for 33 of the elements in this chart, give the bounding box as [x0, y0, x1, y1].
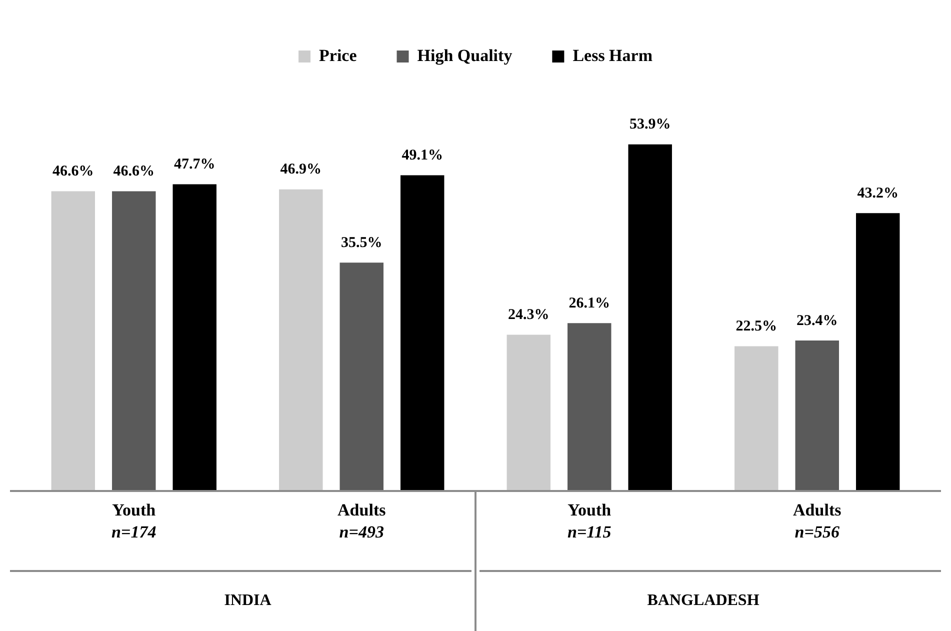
bar: [734, 346, 778, 491]
text: INDIA: [224, 592, 272, 610]
bar: [856, 213, 900, 491]
legend-label: High Quality: [417, 46, 513, 65]
x-tick-label: Adults n=493: [338, 500, 386, 542]
data-label: 24.3%: [508, 307, 550, 324]
bar: [279, 189, 323, 491]
x-tick-label: Youth n=115: [568, 500, 612, 542]
bar: [172, 184, 216, 491]
bar: [506, 334, 551, 491]
legend-label: Less Harm: [572, 46, 652, 65]
data-label: 26.1%: [568, 296, 610, 312]
x-tick-label: Adults n=556: [793, 500, 842, 542]
bar: [628, 144, 672, 491]
data-label: 46.6%: [113, 164, 154, 180]
legend-label: Price: [319, 46, 358, 65]
data-label: 47.7%: [174, 156, 216, 173]
data-label: 49.1%: [402, 148, 443, 164]
bar: [795, 340, 839, 491]
text: BANGLADESH: [647, 592, 760, 610]
data-label: 53.9%: [629, 116, 671, 133]
bar: [568, 323, 612, 491]
data-label: 22.5%: [736, 318, 778, 335]
bar: [51, 191, 96, 491]
bar: [112, 191, 156, 491]
data-label: 35.5%: [341, 235, 382, 252]
bar: [340, 262, 384, 491]
bar: [400, 175, 444, 491]
data-label: 23.4%: [796, 312, 838, 329]
data-label: 43.2%: [857, 186, 898, 202]
x-tick-label: Youth n=174: [112, 500, 156, 542]
data-label: 46.9%: [280, 162, 322, 178]
data-label: 46.6%: [52, 164, 94, 180]
